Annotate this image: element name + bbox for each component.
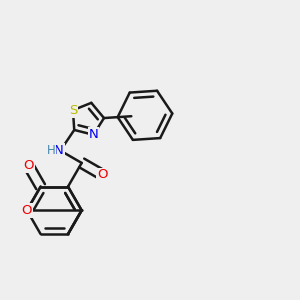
Text: N: N bbox=[54, 144, 64, 157]
Text: S: S bbox=[69, 104, 77, 117]
Text: O: O bbox=[97, 169, 108, 182]
Text: H: H bbox=[46, 143, 55, 157]
Text: O: O bbox=[23, 159, 34, 172]
Text: O: O bbox=[22, 204, 32, 217]
Text: N: N bbox=[88, 128, 98, 141]
